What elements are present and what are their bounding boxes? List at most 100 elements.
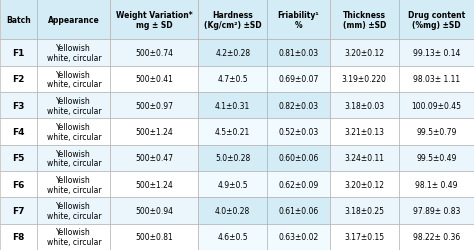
Text: 0.63±0.02: 0.63±0.02 xyxy=(278,232,319,241)
Text: 500±0.41: 500±0.41 xyxy=(135,75,173,84)
Text: Yellowish
white, circular: Yellowish white, circular xyxy=(46,201,101,220)
Text: 3.24±0.11: 3.24±0.11 xyxy=(344,154,384,163)
Bar xyxy=(267,40,329,66)
Bar xyxy=(110,66,198,93)
Bar xyxy=(399,93,474,119)
Bar xyxy=(267,0,329,40)
Bar xyxy=(0,145,37,171)
Bar xyxy=(110,40,198,66)
Text: 0.61±0.06: 0.61±0.06 xyxy=(278,206,319,215)
Text: 3.20±0.12: 3.20±0.12 xyxy=(344,180,384,189)
Text: 500±0.94: 500±0.94 xyxy=(135,206,173,215)
Bar xyxy=(37,40,110,66)
Bar xyxy=(37,0,110,40)
Bar xyxy=(267,171,329,198)
Text: F8: F8 xyxy=(12,232,25,241)
Bar xyxy=(0,66,37,93)
Bar xyxy=(329,224,399,250)
Text: 98.1± 0.49: 98.1± 0.49 xyxy=(415,180,458,189)
Bar xyxy=(0,198,37,224)
Text: 0.60±0.06: 0.60±0.06 xyxy=(278,154,319,163)
Bar xyxy=(198,66,267,93)
Text: Yellowish
white, circular: Yellowish white, circular xyxy=(46,228,101,246)
Text: 0.62±0.09: 0.62±0.09 xyxy=(278,180,319,189)
Text: Weight Variation*
mg ± SD: Weight Variation* mg ± SD xyxy=(116,11,192,30)
Text: F5: F5 xyxy=(12,154,25,163)
Text: 4.5±0.21: 4.5±0.21 xyxy=(215,128,250,136)
Text: F1: F1 xyxy=(12,49,25,58)
Text: 3.21±0.13: 3.21±0.13 xyxy=(344,128,384,136)
Text: F7: F7 xyxy=(12,206,25,215)
Bar xyxy=(329,40,399,66)
Bar xyxy=(267,119,329,145)
Bar xyxy=(0,171,37,198)
Bar xyxy=(267,224,329,250)
Text: Appearance: Appearance xyxy=(48,16,100,25)
Bar xyxy=(37,145,110,171)
Bar xyxy=(110,145,198,171)
Text: Yellowish
white, circular: Yellowish white, circular xyxy=(46,175,101,194)
Text: 98.03± 1.11: 98.03± 1.11 xyxy=(413,75,460,84)
Text: 3.18±0.03: 3.18±0.03 xyxy=(344,101,384,110)
Bar xyxy=(399,224,474,250)
Text: 500±1.24: 500±1.24 xyxy=(135,180,173,189)
Bar xyxy=(110,119,198,145)
Bar xyxy=(0,40,37,66)
Bar xyxy=(198,119,267,145)
Bar xyxy=(198,171,267,198)
Bar xyxy=(198,224,267,250)
Text: 3.17±0.15: 3.17±0.15 xyxy=(344,232,384,241)
Text: 4.7±0.5: 4.7±0.5 xyxy=(218,75,248,84)
Text: 0.82±0.03: 0.82±0.03 xyxy=(278,101,319,110)
Text: 500±0.81: 500±0.81 xyxy=(135,232,173,241)
Text: Yellowish
white, circular: Yellowish white, circular xyxy=(46,149,101,168)
Text: 500±1.24: 500±1.24 xyxy=(135,128,173,136)
Bar xyxy=(399,119,474,145)
Text: Batch: Batch xyxy=(6,16,31,25)
Bar xyxy=(329,145,399,171)
Bar xyxy=(198,40,267,66)
Text: 3.18±0.25: 3.18±0.25 xyxy=(344,206,384,215)
Text: 100.09±0.45: 100.09±0.45 xyxy=(411,101,462,110)
Bar xyxy=(399,145,474,171)
Text: 98.22± 0.36: 98.22± 0.36 xyxy=(413,232,460,241)
Text: 3.20±0.12: 3.20±0.12 xyxy=(344,49,384,58)
Bar xyxy=(198,198,267,224)
Bar xyxy=(198,93,267,119)
Text: Hardness
(Kg/cm²) ±SD: Hardness (Kg/cm²) ±SD xyxy=(204,11,262,30)
Text: 99.13± 0.14: 99.13± 0.14 xyxy=(413,49,460,58)
Text: 5.0±0.28: 5.0±0.28 xyxy=(215,154,250,163)
Text: Yellowish
white, circular: Yellowish white, circular xyxy=(46,70,101,89)
Text: 4.2±0.28: 4.2±0.28 xyxy=(215,49,250,58)
Bar xyxy=(329,171,399,198)
Bar xyxy=(267,66,329,93)
Text: 4.0±0.28: 4.0±0.28 xyxy=(215,206,250,215)
Text: 4.1±0.31: 4.1±0.31 xyxy=(215,101,250,110)
Bar xyxy=(329,198,399,224)
Bar xyxy=(399,66,474,93)
Bar xyxy=(198,145,267,171)
Text: 500±0.47: 500±0.47 xyxy=(135,154,173,163)
Text: 99.5±0.79: 99.5±0.79 xyxy=(416,128,457,136)
Bar xyxy=(329,66,399,93)
Text: 4.6±0.5: 4.6±0.5 xyxy=(218,232,248,241)
Text: F3: F3 xyxy=(12,101,25,110)
Bar xyxy=(0,93,37,119)
Text: 97.89± 0.83: 97.89± 0.83 xyxy=(413,206,460,215)
Text: Yellowish
white, circular: Yellowish white, circular xyxy=(46,123,101,141)
Bar xyxy=(110,171,198,198)
Text: 0.81±0.03: 0.81±0.03 xyxy=(278,49,319,58)
Text: Thickness
(mm) ±SD: Thickness (mm) ±SD xyxy=(343,11,386,30)
Bar xyxy=(110,198,198,224)
Text: 500±0.97: 500±0.97 xyxy=(135,101,173,110)
Text: 4.9±0.5: 4.9±0.5 xyxy=(218,180,248,189)
Bar xyxy=(37,171,110,198)
Text: Drug content
(%mg) ±SD: Drug content (%mg) ±SD xyxy=(408,11,465,30)
Bar xyxy=(399,198,474,224)
Bar xyxy=(267,93,329,119)
Text: Friability¹
%: Friability¹ % xyxy=(278,11,319,30)
Bar xyxy=(110,93,198,119)
Bar xyxy=(37,198,110,224)
Bar xyxy=(37,66,110,93)
Bar xyxy=(329,93,399,119)
